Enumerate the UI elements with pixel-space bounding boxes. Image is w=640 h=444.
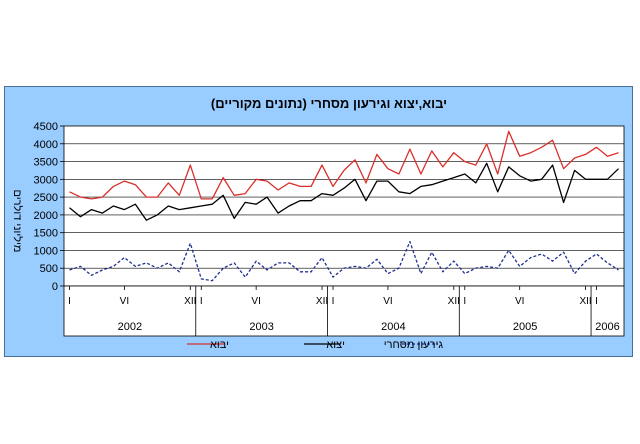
year-label: 2003: [249, 321, 273, 333]
y-tick-label: 0: [52, 281, 58, 293]
year-label: 2002: [118, 321, 142, 333]
month-tick-label: XII: [184, 296, 196, 307]
y-tick-label: 3000: [34, 174, 58, 186]
month-tick-label: I: [200, 296, 203, 307]
month-tick-label: I: [68, 296, 71, 307]
chart-frame: יבוא,יצוא וגירעון מסחרי (נתונים מקוריים)…: [4, 86, 634, 358]
year-label: 2006: [595, 321, 619, 333]
legend: יבוא יצוא גירעון מסחרי: [187, 339, 443, 351]
month-tick-label: XII: [316, 296, 328, 307]
y-tick-label: 1000: [34, 245, 58, 257]
month-tick-label: XII: [579, 296, 591, 307]
y-tick-label: 4000: [34, 139, 58, 151]
legend-label-2: גירעון מסחרי: [384, 339, 444, 351]
series-line-1: [69, 162, 619, 221]
legend-label-0: יבוא: [210, 339, 229, 351]
month-tick-label: I: [463, 296, 466, 307]
series-line-0: [69, 130, 619, 200]
y-axis-label: מיליוני דולרים: [11, 190, 24, 253]
year-label: 2004: [381, 321, 405, 333]
month-tick-label: I: [595, 296, 598, 307]
x-axis-band: [63, 285, 625, 337]
series-layer: [69, 130, 619, 282]
chart-title: יבוא,יצוא וגירעון מסחרי (נתונים מקוריים): [211, 96, 447, 111]
y-tick-label: 4500: [34, 121, 58, 133]
month-tick-label: VI: [251, 296, 260, 307]
y-tick-label: 3500: [34, 157, 58, 169]
y-tick-label: 2500: [34, 192, 58, 204]
legend-label-1: יצוא: [326, 339, 345, 351]
y-tick-label: 500: [40, 263, 58, 275]
month-tick-label: VI: [515, 296, 524, 307]
month-tick-label: I: [332, 296, 335, 307]
y-tick-label: 1500: [34, 228, 58, 240]
month-tick-label: VI: [383, 296, 392, 307]
y-tick-layer: 0 500 1000 1500 2000 2500 3000 3500 4000 4500: [34, 121, 64, 293]
month-tick-label: VI: [120, 296, 129, 307]
chart-svg: יבוא,יצוא וגירעון מסחרי (נתונים מקוריים)…: [4, 86, 633, 357]
plot-area: [63, 125, 625, 287]
year-label: 2005: [513, 321, 537, 333]
month-tick-label: XII: [448, 296, 460, 307]
y-tick-label: 2000: [34, 210, 58, 222]
series-line-2: [69, 240, 619, 282]
